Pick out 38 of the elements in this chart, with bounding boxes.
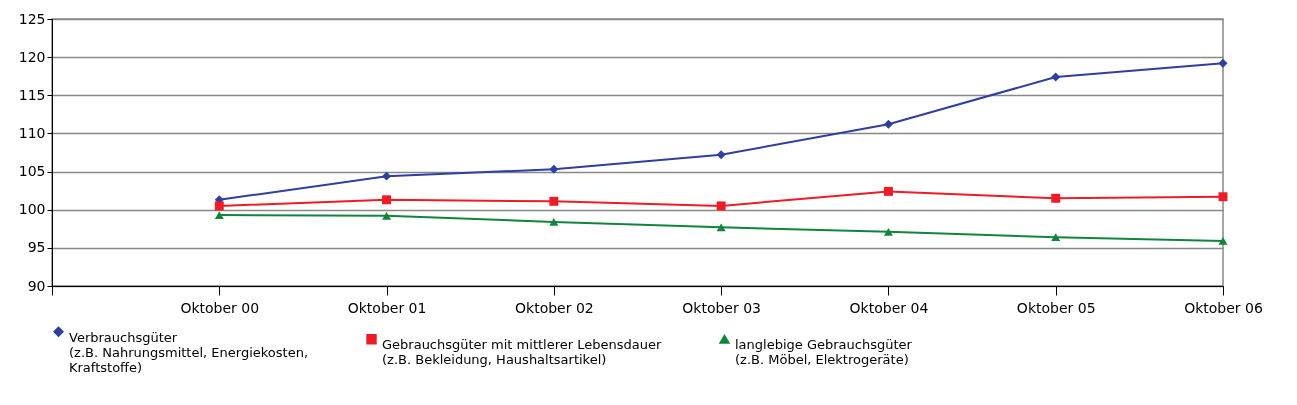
x-tick-label: Oktober 01	[347, 299, 427, 316]
y-tick-label: 110	[18, 124, 46, 141]
x-tick-label: Oktober 06	[1184, 299, 1263, 316]
point	[1218, 237, 1228, 245]
point	[549, 164, 559, 174]
x-tick-label: Oktober 00	[180, 299, 260, 316]
x-tick-label: Oktober 03	[682, 299, 761, 316]
legend-label: Gebrauchsgüter mit mittlerer Lebensdauer (z.B. Bekleidung, Haushaltsartikel)	[382, 337, 662, 368]
point	[716, 223, 726, 232]
point	[716, 201, 726, 211]
x-tick-label: Oktober 05	[1016, 299, 1096, 316]
point	[716, 150, 726, 160]
point	[382, 195, 392, 205]
point	[1051, 193, 1061, 203]
y-tick-label: 105	[18, 163, 46, 180]
point	[549, 196, 559, 206]
point	[549, 218, 559, 226]
point	[883, 227, 893, 236]
point	[883, 119, 893, 129]
y-tick-label: 125	[18, 10, 46, 27]
point	[214, 201, 224, 211]
point	[214, 211, 224, 219]
point	[1051, 72, 1061, 82]
point	[1218, 58, 1228, 68]
legend-label: langlebige Gebrauchsgüter (z.B. Möbel, Elektrogeräte)	[735, 337, 913, 368]
y-tick-label: 120	[18, 48, 46, 65]
legend-label: Verbrauchsgüter (z.B. Nahrungsmittel, Energiekosten, Kraftstoffe)	[69, 329, 309, 375]
point	[382, 211, 392, 220]
y-tick-label: 100	[18, 201, 46, 218]
y-tick-label: 90	[27, 277, 46, 294]
y-tick-label: 115	[18, 86, 46, 103]
x-tick-label: Oktober 04	[849, 299, 929, 316]
point	[1051, 233, 1061, 242]
x-tick-label: Oktober 02	[515, 299, 594, 316]
point	[382, 171, 392, 181]
point	[1218, 192, 1228, 202]
y-tick-label: 95	[27, 239, 46, 256]
point	[883, 186, 893, 196]
